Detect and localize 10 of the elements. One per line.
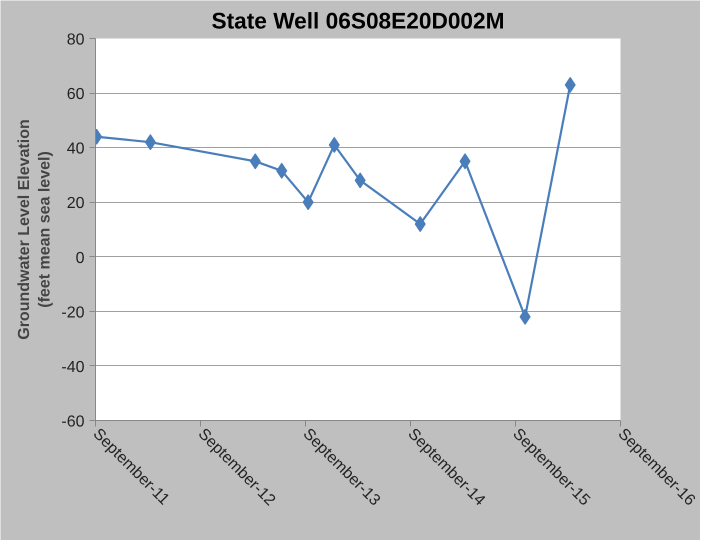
y-tick-label: -20 bbox=[61, 304, 85, 322]
y-axis-title: Groundwater Level Elevation (feet mean sea level) bbox=[16, 119, 54, 340]
y-tick-label: 40 bbox=[66, 140, 85, 158]
y-tick-label: 0 bbox=[76, 250, 85, 267]
y-tick-label: -60 bbox=[61, 414, 85, 430]
y-tick-label: 20 bbox=[66, 195, 85, 212]
y-tick-label: 80 bbox=[66, 32, 85, 48]
y-tick-label: 60 bbox=[66, 86, 85, 104]
y-tick-label: -40 bbox=[61, 358, 85, 376]
chart-title: State Well 06S08E20D002M bbox=[211, 8, 505, 34]
